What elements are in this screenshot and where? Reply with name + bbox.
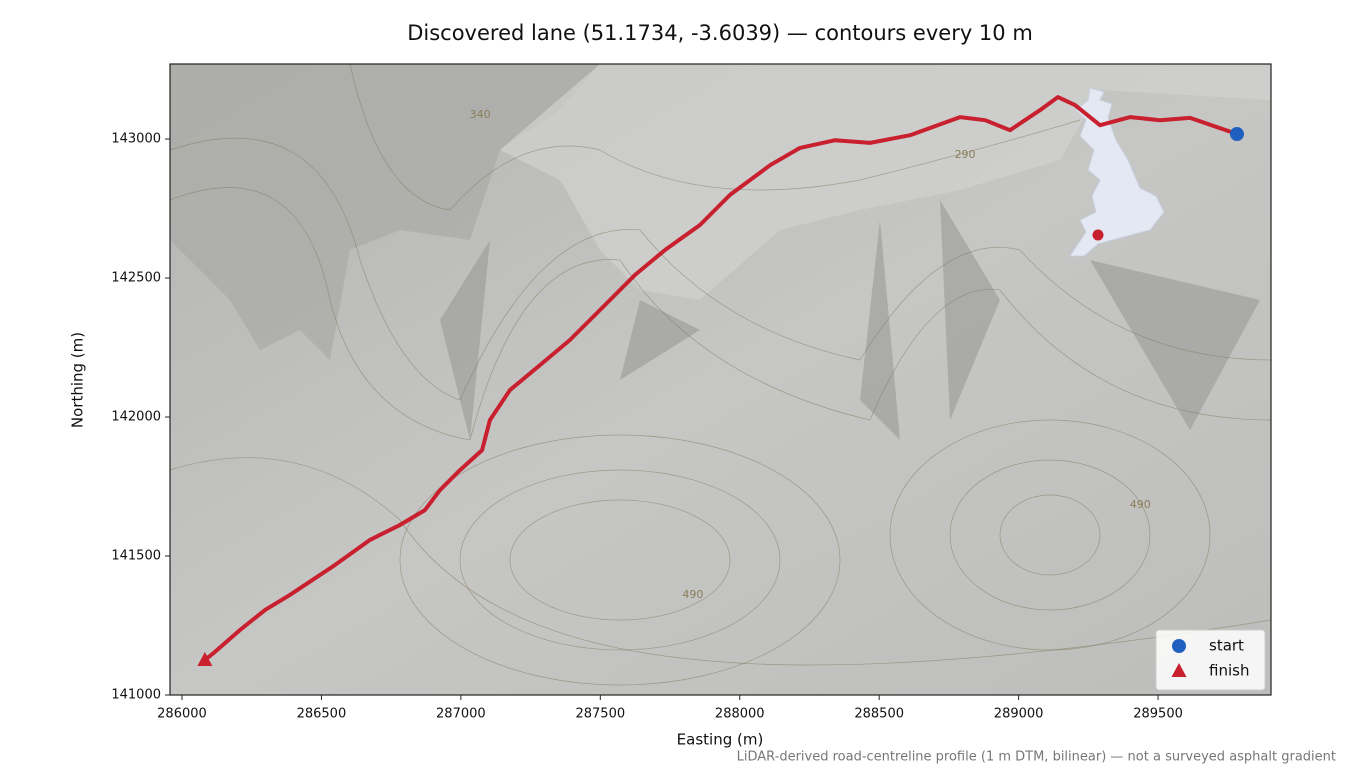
x-tick-label: 289500 [1133, 707, 1183, 722]
y-tick-label: 141500 [111, 549, 161, 564]
y-tick-label: 142000 [111, 410, 161, 425]
x-axis-label: Easting (m) [677, 731, 764, 749]
x-tick-label: 289000 [994, 707, 1044, 722]
contour-label: 490 [1130, 498, 1151, 511]
y-tick-label: 142500 [111, 271, 161, 286]
contour-label: 340 [470, 108, 491, 121]
x-tick-label: 288500 [854, 707, 904, 722]
x-tick-label: 288000 [715, 707, 765, 722]
y-tick-label: 141000 [111, 688, 161, 703]
contour-label: 490 [682, 588, 703, 601]
x-tick-label: 287000 [436, 707, 486, 722]
legend-marker [1171, 663, 1187, 677]
legend-marker [1172, 639, 1186, 653]
y-axis-label: Northing (m) [69, 332, 87, 428]
marker [1229, 127, 1244, 142]
marker [197, 651, 213, 666]
route-line [202, 95, 1239, 662]
legend-label: finish [1209, 662, 1249, 680]
x-tick-label: 287500 [575, 707, 625, 722]
plot-frame [169, 63, 1272, 696]
chart-title: Discovered lane (51.1734, -3.6039) — con… [407, 21, 1033, 45]
footnote: LiDAR-derived road-centreline profile (1… [737, 750, 1336, 765]
legend-label: start [1209, 637, 1244, 655]
y-tick-label: 143000 [111, 132, 161, 147]
hillshade [170, 64, 1271, 695]
x-tick-label: 286000 [157, 707, 207, 722]
contour-label: 290 [955, 148, 976, 161]
x-tick-label: 286500 [297, 707, 347, 722]
inset-map [1069, 87, 1165, 257]
